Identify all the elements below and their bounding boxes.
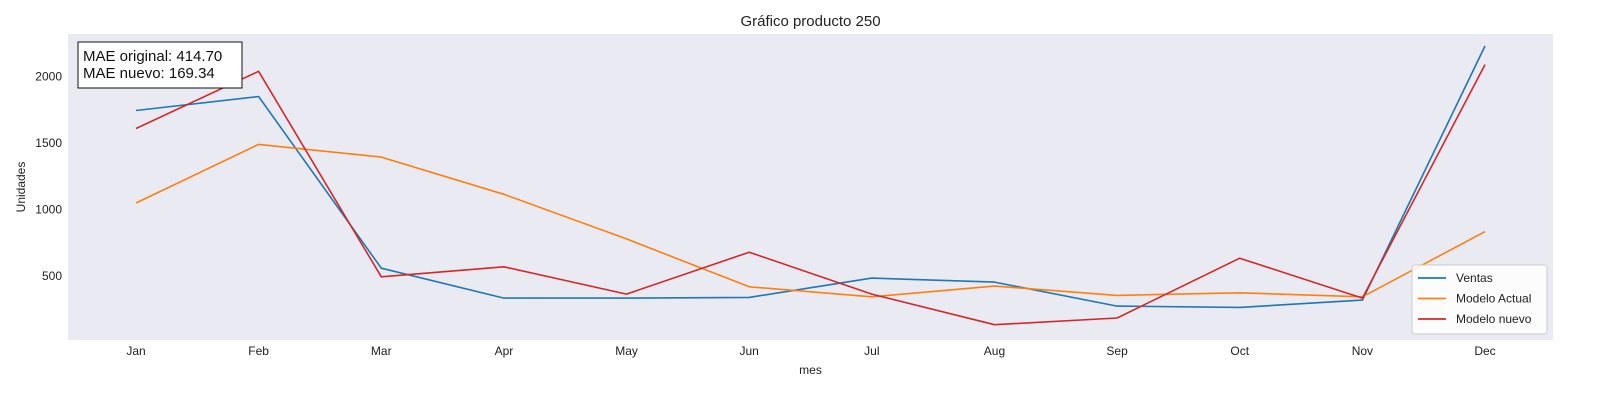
series-lines (135, 45, 1486, 326)
x-tick-dec: Dec (1474, 344, 1495, 358)
legend-label-modelo-nuevo: Modelo nuevo (1456, 312, 1532, 326)
x-tick-may: May (615, 344, 638, 358)
plot-background (68, 34, 1553, 340)
x-axis-label: mes (799, 363, 822, 377)
series-line-modelo-nuevo (135, 64, 1486, 326)
legend: Ventas Modelo Actual Modelo nuevo (1411, 264, 1548, 335)
annotation-mae-original: MAE original: 414.70 (83, 48, 222, 65)
x-tick-aug: Aug (984, 344, 1005, 358)
legend-label-ventas: Ventas (1456, 271, 1493, 285)
annotation-mae-nuevo: MAE nuevo: 169.34 (83, 65, 215, 82)
legend-frame (1411, 264, 1548, 335)
x-tick-mar: Mar (371, 344, 392, 358)
chart-title: Gráfico producto 250 (740, 13, 880, 30)
y-tick-1000: 1000 (35, 203, 62, 217)
x-tick-sep: Sep (1106, 344, 1128, 358)
mae-annotation-box: MAE original: 414.70 MAE nuevo: 169.34 (77, 41, 243, 89)
x-tick-apr: Apr (495, 344, 514, 358)
y-tick-500: 500 (42, 269, 62, 283)
x-tick-jan: Jan (126, 344, 145, 358)
legend-label-modelo-actual: Modelo Actual (1456, 292, 1531, 306)
x-tick-feb: Feb (248, 344, 269, 358)
y-axis-label: Unidades (14, 162, 28, 213)
series-line-ventas (135, 45, 1486, 309)
x-tick-oct: Oct (1230, 344, 1249, 358)
y-tick-labels: 500 1000 1500 2000 (35, 70, 62, 284)
y-tick-1500: 1500 (35, 136, 62, 150)
legend-items: Ventas Modelo Actual Modelo nuevo (1418, 271, 1532, 326)
x-tick-nov: Nov (1352, 344, 1373, 358)
x-tick-jul: Jul (864, 344, 879, 358)
series-line-modelo-actual (135, 143, 1486, 298)
annotation-frame (77, 41, 243, 89)
x-tick-jun: Jun (740, 344, 759, 358)
x-tick-labels: Jan Feb Mar Apr May Jun Jul Aug Sep Oct Nov Dec (126, 344, 1495, 358)
y-tick-2000: 2000 (35, 70, 62, 84)
